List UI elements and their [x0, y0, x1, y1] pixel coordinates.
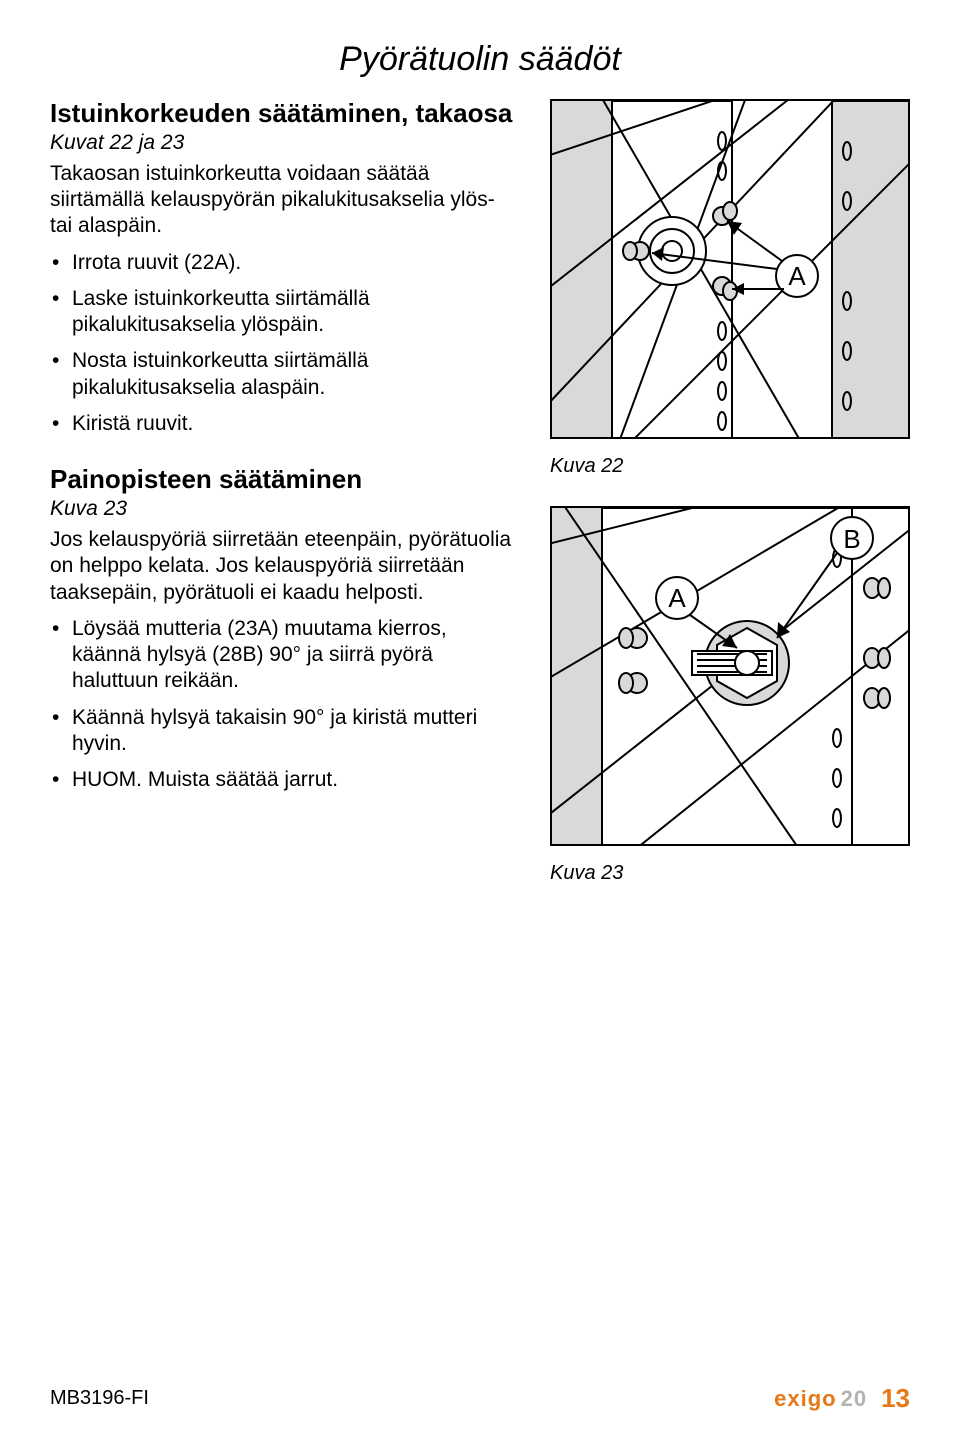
left-column: Istuinkorkeuden säätäminen, takaosa Kuva…	[50, 99, 520, 903]
section1-bullets: Irrota ruuvit (22A). Laske istuinkorkeut…	[50, 250, 520, 438]
figure-23: A B	[550, 506, 910, 846]
list-item: Nosta istuinkorkeutta siirtämällä pikalu…	[50, 348, 520, 401]
brand-logo: exigo20	[774, 1386, 867, 1412]
figure-22-svg: A	[552, 101, 910, 439]
right-column: A Kuva 22	[550, 99, 910, 903]
list-item: HUOM. Muista säätää jarrut.	[50, 767, 520, 793]
brand-suffix: 20	[841, 1386, 867, 1412]
figure-23-label-a: A	[668, 583, 686, 613]
footer-doc-id: MB3196-FI	[50, 1387, 149, 1410]
page-title: Pyörätuolin säädöt	[50, 40, 910, 79]
figure-22-caption: Kuva 22	[550, 455, 910, 478]
page-number: 13	[881, 1383, 910, 1414]
list-item: Käännä hylsyä takaisin 90° ja kiristä mu…	[50, 705, 520, 758]
section1-heading: Istuinkorkeuden säätäminen, takaosa	[50, 99, 520, 129]
list-item: Irrota ruuvit (22A).	[50, 250, 520, 276]
figure-23-svg: A B	[552, 508, 910, 846]
section-seat-height: Istuinkorkeuden säätäminen, takaosa Kuva…	[50, 99, 520, 437]
section2-ref: Kuva 23	[50, 497, 520, 521]
figure-22: A	[550, 99, 910, 439]
section2-body: Jos kelauspyöriä siirretään eteenpäin, p…	[50, 527, 520, 606]
list-item: Laske istuinkorkeutta siirtämällä pikalu…	[50, 286, 520, 339]
list-item: Löysää mutteria (23A) muutama kierros, k…	[50, 616, 520, 695]
brand-main: exigo	[774, 1386, 836, 1412]
footer-right: exigo20 13	[774, 1383, 910, 1414]
section-center-of-gravity: Painopisteen säätäminen Kuva 23 Jos kela…	[50, 465, 520, 793]
section1-body: Takaosan istuinkorkeutta voidaan säätää …	[50, 161, 520, 240]
figure-22-label-a: A	[788, 261, 806, 291]
section2-heading: Painopisteen säätäminen	[50, 465, 520, 495]
section1-ref: Kuvat 22 ja 23	[50, 131, 520, 155]
figure-23-caption: Kuva 23	[550, 862, 910, 885]
content-columns: Istuinkorkeuden säätäminen, takaosa Kuva…	[50, 99, 910, 903]
page-footer: MB3196-FI exigo20 13	[50, 1383, 910, 1414]
figure-23-label-b: B	[843, 524, 860, 554]
list-item: Kiristä ruuvit.	[50, 411, 520, 437]
section2-bullets: Löysää mutteria (23A) muutama kierros, k…	[50, 616, 520, 794]
